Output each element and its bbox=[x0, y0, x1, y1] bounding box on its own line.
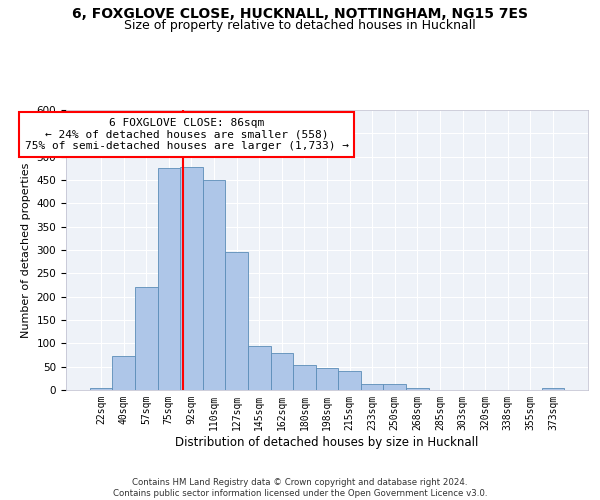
Text: 6 FOXGLOVE CLOSE: 86sqm
← 24% of detached houses are smaller (558)
75% of semi-d: 6 FOXGLOVE CLOSE: 86sqm ← 24% of detache… bbox=[25, 118, 349, 151]
Bar bbox=[248, 346, 271, 390]
Y-axis label: Number of detached properties: Number of detached properties bbox=[21, 162, 31, 338]
Bar bbox=[316, 368, 338, 390]
Text: Contains HM Land Registry data © Crown copyright and database right 2024.
Contai: Contains HM Land Registry data © Crown c… bbox=[113, 478, 487, 498]
Bar bbox=[135, 288, 158, 390]
Bar bbox=[383, 384, 406, 390]
Bar bbox=[338, 372, 361, 390]
Bar bbox=[293, 366, 316, 390]
Bar bbox=[90, 388, 112, 390]
Bar bbox=[361, 384, 383, 390]
X-axis label: Distribution of detached houses by size in Hucknall: Distribution of detached houses by size … bbox=[175, 436, 479, 448]
Text: 6, FOXGLOVE CLOSE, HUCKNALL, NOTTINGHAM, NG15 7ES: 6, FOXGLOVE CLOSE, HUCKNALL, NOTTINGHAM,… bbox=[72, 8, 528, 22]
Text: Size of property relative to detached houses in Hucknall: Size of property relative to detached ho… bbox=[124, 19, 476, 32]
Bar bbox=[180, 167, 203, 390]
Bar bbox=[226, 252, 248, 390]
Bar bbox=[203, 180, 226, 390]
Bar bbox=[112, 356, 135, 390]
Bar bbox=[158, 168, 180, 390]
Bar bbox=[542, 388, 564, 390]
Bar bbox=[271, 352, 293, 390]
Bar bbox=[406, 388, 428, 390]
